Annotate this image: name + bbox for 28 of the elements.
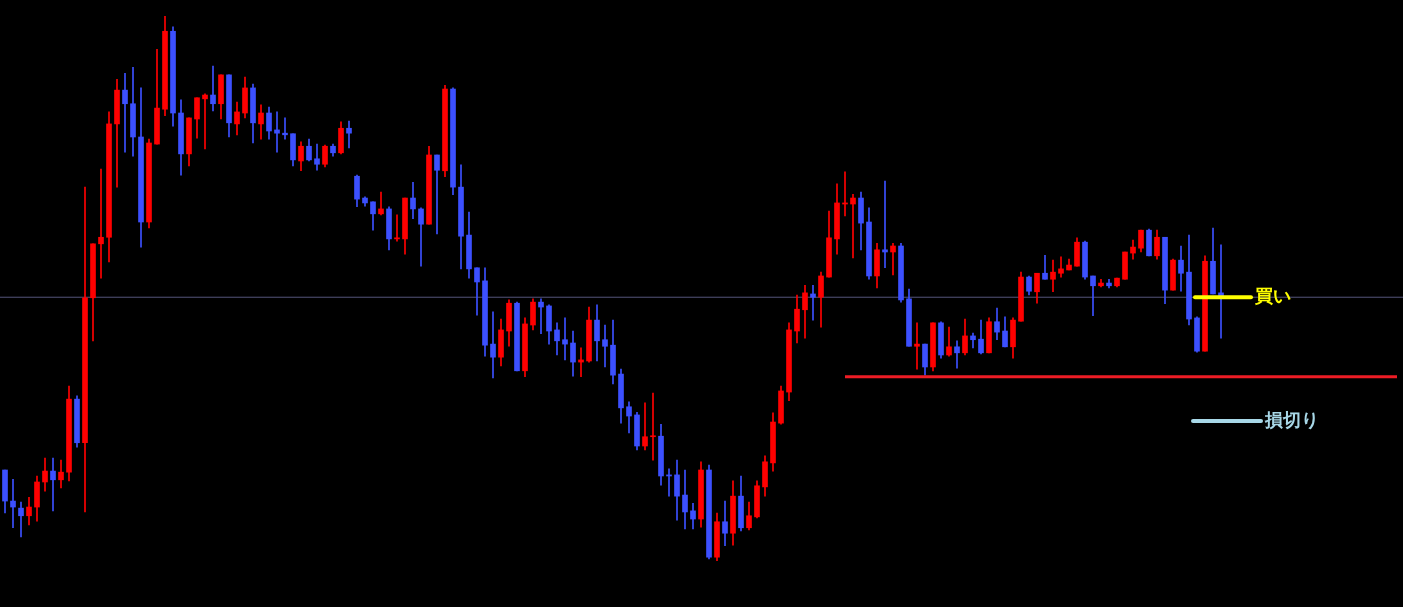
candlestick bbox=[98, 168, 104, 279]
candlestick bbox=[274, 111, 280, 153]
candlestick bbox=[602, 324, 608, 368]
candlestick bbox=[378, 191, 384, 216]
candlestick bbox=[122, 72, 128, 153]
candlestick bbox=[650, 392, 656, 461]
candlestick bbox=[1090, 275, 1096, 317]
candlestick bbox=[538, 298, 544, 335]
candlestick bbox=[394, 214, 400, 242]
candlestick bbox=[50, 457, 56, 512]
candlestick bbox=[810, 284, 816, 321]
annotation: 買い bbox=[1254, 284, 1291, 306]
candlestick bbox=[562, 317, 568, 361]
candlestick bbox=[882, 180, 888, 269]
candlestick bbox=[18, 501, 24, 538]
candlestick bbox=[282, 117, 288, 140]
candlestick bbox=[890, 242, 896, 276]
candlestick bbox=[346, 120, 352, 149]
candlestick bbox=[210, 65, 216, 112]
annotation: 損切り bbox=[1264, 408, 1319, 430]
candlestick bbox=[850, 193, 856, 259]
candlestick bbox=[202, 93, 208, 150]
candlestick bbox=[954, 340, 960, 369]
candlestick bbox=[490, 311, 496, 379]
candlestick bbox=[914, 322, 920, 370]
candlestick bbox=[434, 154, 440, 235]
candlestick bbox=[10, 478, 16, 529]
candlestick bbox=[642, 402, 648, 451]
